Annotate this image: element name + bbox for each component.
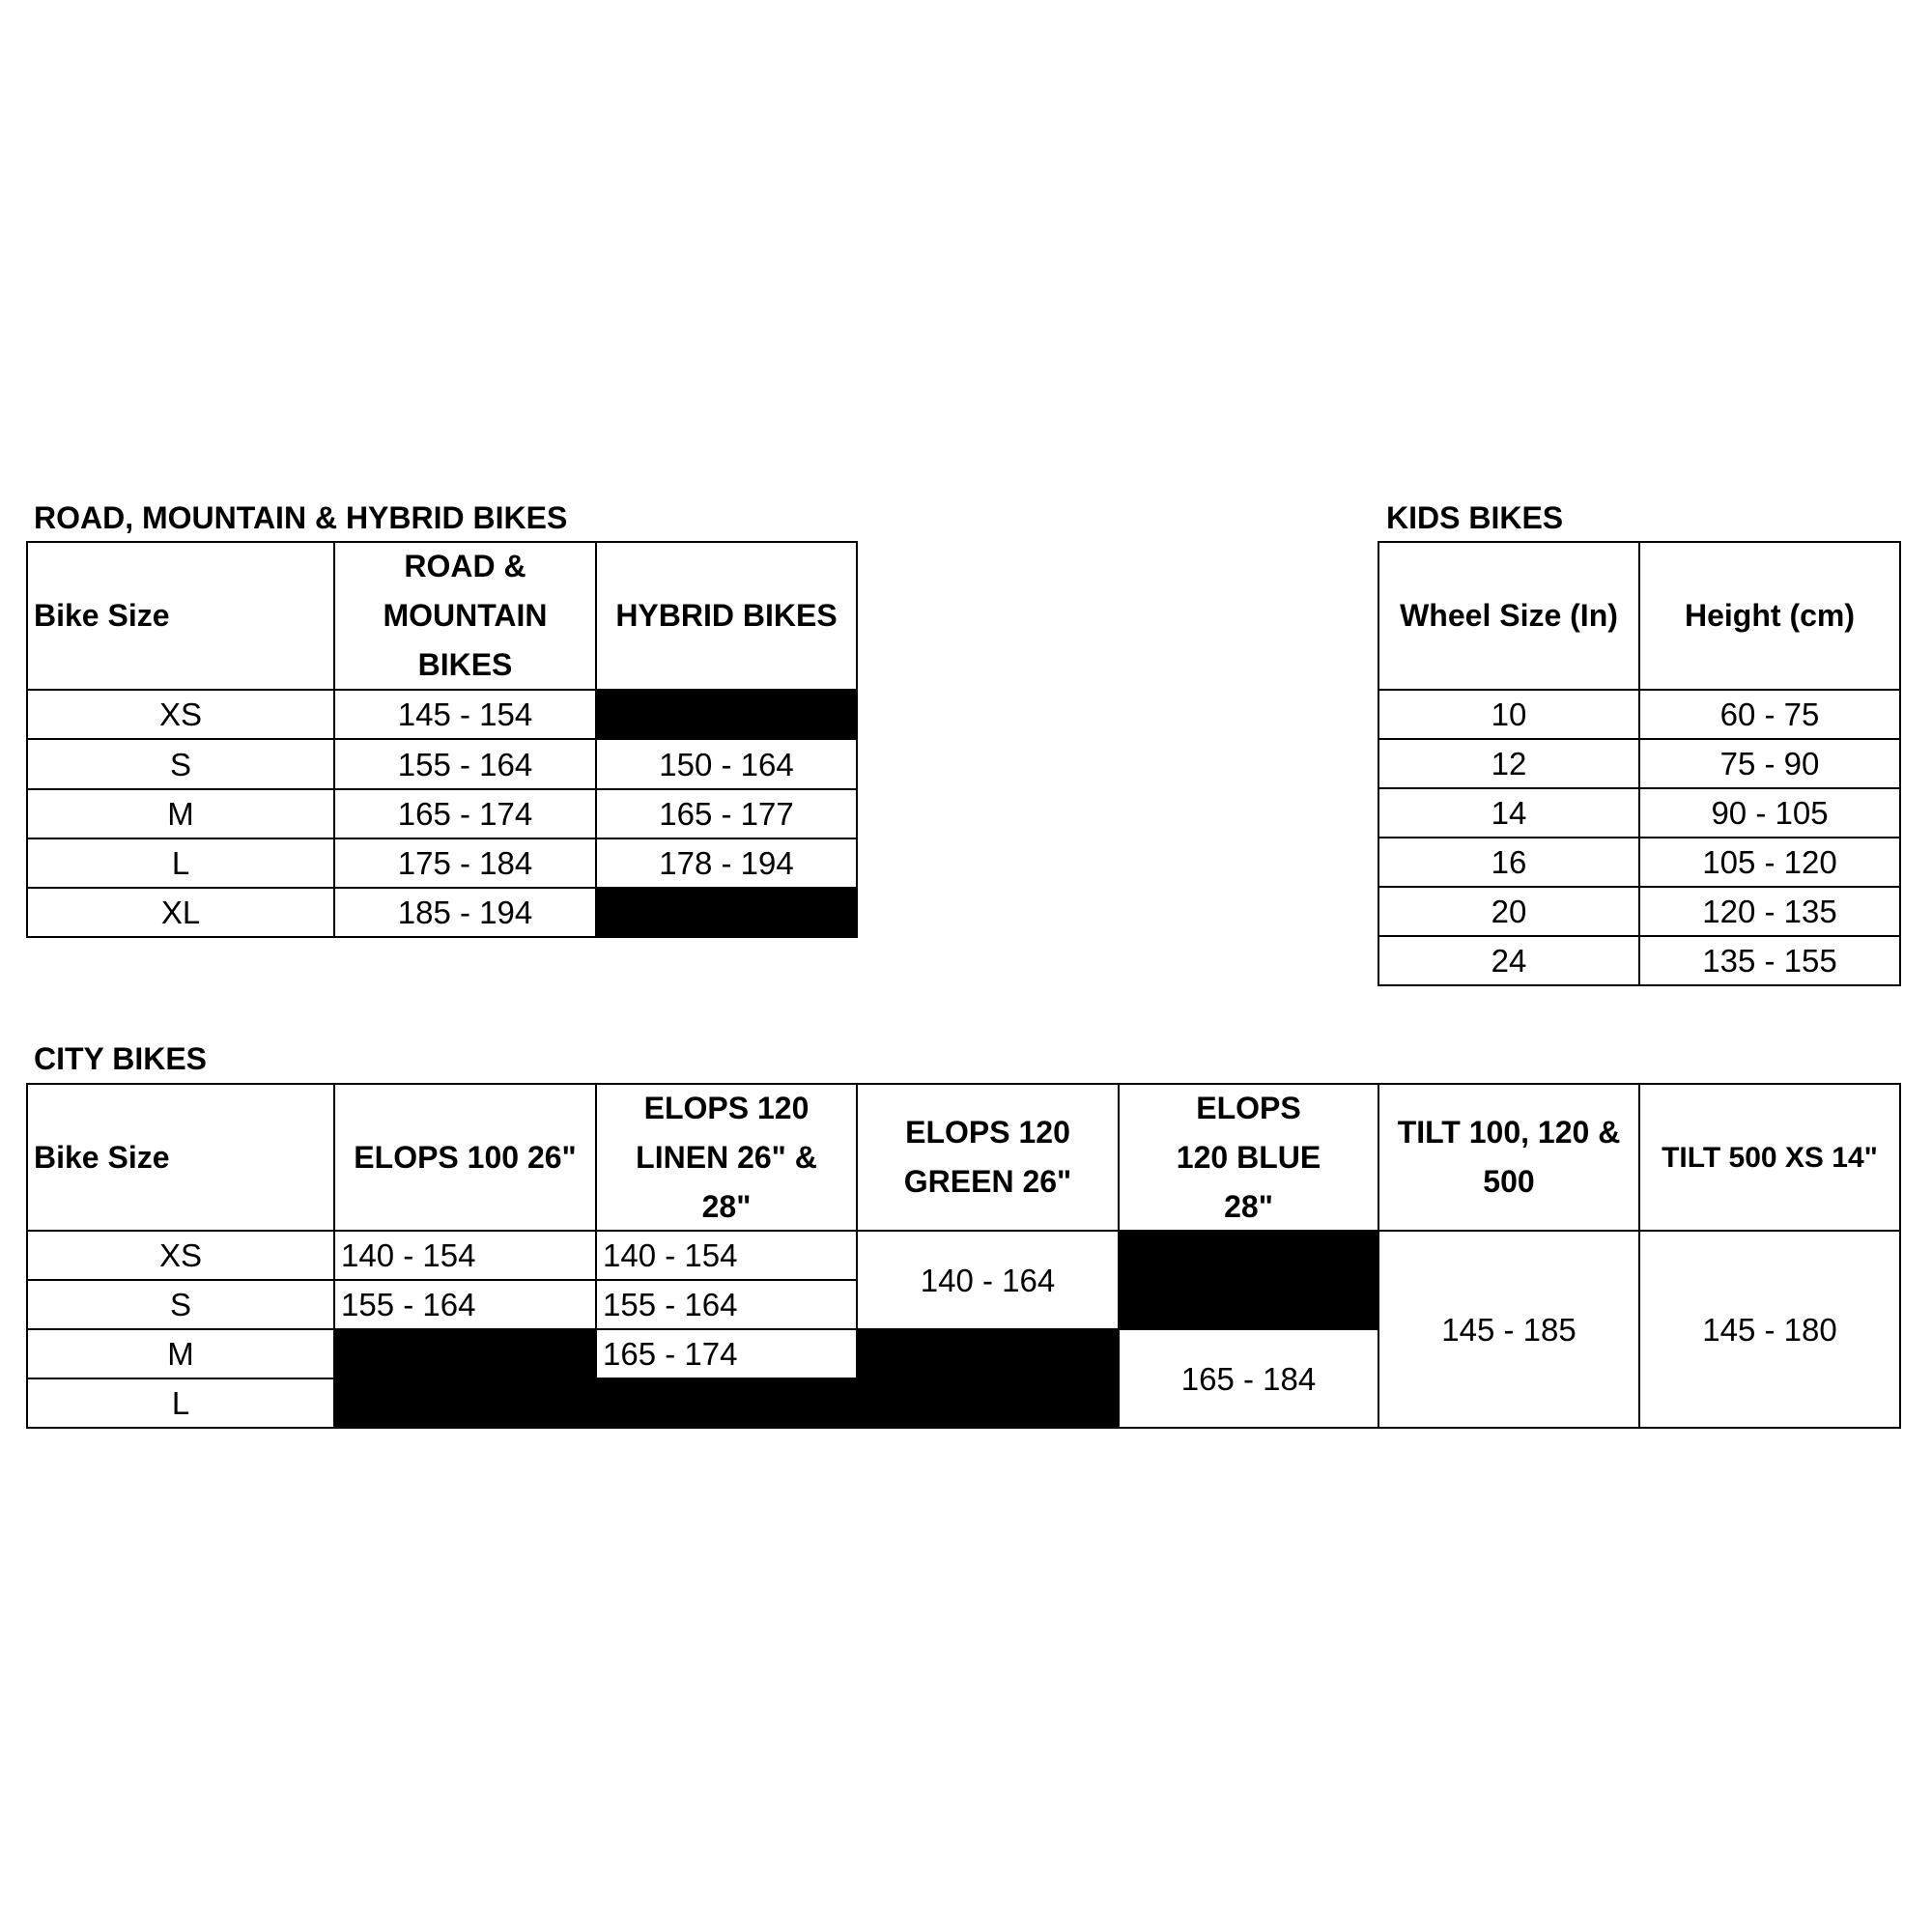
unavailable-cell — [856, 1328, 1120, 1429]
green-xs-s-cell: 140 - 164 — [856, 1230, 1120, 1330]
height-cell: 135 - 155 — [1638, 935, 1901, 986]
hybrid-cell: 178 - 194 — [595, 838, 858, 889]
wheel-cell: 10 — [1378, 689, 1640, 740]
tilt-500-xs-cell: 145 - 180 — [1638, 1230, 1901, 1429]
road-cell: 165 - 174 — [333, 788, 597, 839]
header-tilt-500-xs: TILT 500 XS 14" — [1638, 1083, 1901, 1232]
tilt-all-cell: 145 - 185 — [1378, 1230, 1640, 1429]
header-elops-120-blue: ELOPS 120 BLUE 28" — [1118, 1083, 1379, 1232]
size-cell: M — [26, 1328, 335, 1379]
unavailable-cell — [595, 689, 858, 740]
size-cell: S — [26, 738, 335, 790]
height-cell: 105 - 120 — [1638, 837, 1901, 888]
elops100-s-cell: 155 - 164 — [333, 1279, 597, 1330]
linen-xs-cell: 140 - 154 — [595, 1230, 858, 1281]
kids-table-title: KIDS BIKES — [1386, 500, 1564, 535]
header-wheel-size: Wheel Size (In) — [1378, 541, 1640, 691]
header-elops-120-linen: ELOPS 120 LINEN 26" & 28" — [595, 1083, 858, 1232]
header-tilt-100-120-500: TILT 100, 120 & 500 — [1378, 1083, 1640, 1232]
header-bike-size: Bike Size — [26, 541, 335, 691]
city-table-title: CITY BIKES — [34, 1041, 207, 1076]
height-cell: 75 - 90 — [1638, 738, 1901, 789]
size-cell: L — [26, 1378, 335, 1429]
wheel-cell: 16 — [1378, 837, 1640, 888]
unavailable-cell — [1118, 1230, 1379, 1330]
height-cell: 90 - 105 — [1638, 787, 1901, 838]
wheel-cell: 20 — [1378, 886, 1640, 937]
size-cell: XS — [26, 689, 335, 740]
linen-s-cell: 155 - 164 — [595, 1279, 858, 1330]
size-cell: XL — [26, 887, 335, 938]
unavailable-cell — [333, 1328, 597, 1429]
wheel-cell: 24 — [1378, 935, 1640, 986]
header-hybrid: HYBRID BIKES — [595, 541, 858, 691]
road-table-title: ROAD, MOUNTAIN & HYBRID BIKES — [34, 500, 568, 535]
unavailable-cell — [595, 1378, 858, 1429]
header-height: Height (cm) — [1638, 541, 1901, 691]
header-elops-120-green: ELOPS 120 GREEN 26" — [856, 1083, 1120, 1232]
wheel-cell: 14 — [1378, 787, 1640, 838]
unavailable-cell — [595, 887, 858, 938]
hybrid-cell: 150 - 164 — [595, 738, 858, 790]
size-cell: XS — [26, 1230, 335, 1281]
road-cell: 185 - 194 — [333, 887, 597, 938]
road-cell: 175 - 184 — [333, 838, 597, 889]
header-bike-size: Bike Size — [26, 1083, 335, 1232]
road-cell: 155 - 164 — [333, 738, 597, 790]
hybrid-cell: 165 - 177 — [595, 788, 858, 839]
size-cell: S — [26, 1279, 335, 1330]
height-cell: 120 - 135 — [1638, 886, 1901, 937]
blue-m-l-cell: 165 - 184 — [1118, 1328, 1379, 1429]
header-road-mountain: ROAD & MOUNTAIN BIKES — [333, 541, 597, 691]
height-cell: 60 - 75 — [1638, 689, 1901, 740]
size-cell: L — [26, 838, 335, 889]
linen-m-cell: 165 - 174 — [595, 1328, 858, 1379]
road-cell: 145 - 154 — [333, 689, 597, 740]
elops100-xs-cell: 140 - 154 — [333, 1230, 597, 1281]
wheel-cell: 12 — [1378, 738, 1640, 789]
size-cell: M — [26, 788, 335, 839]
header-elops-100: ELOPS 100 26" — [333, 1083, 597, 1232]
